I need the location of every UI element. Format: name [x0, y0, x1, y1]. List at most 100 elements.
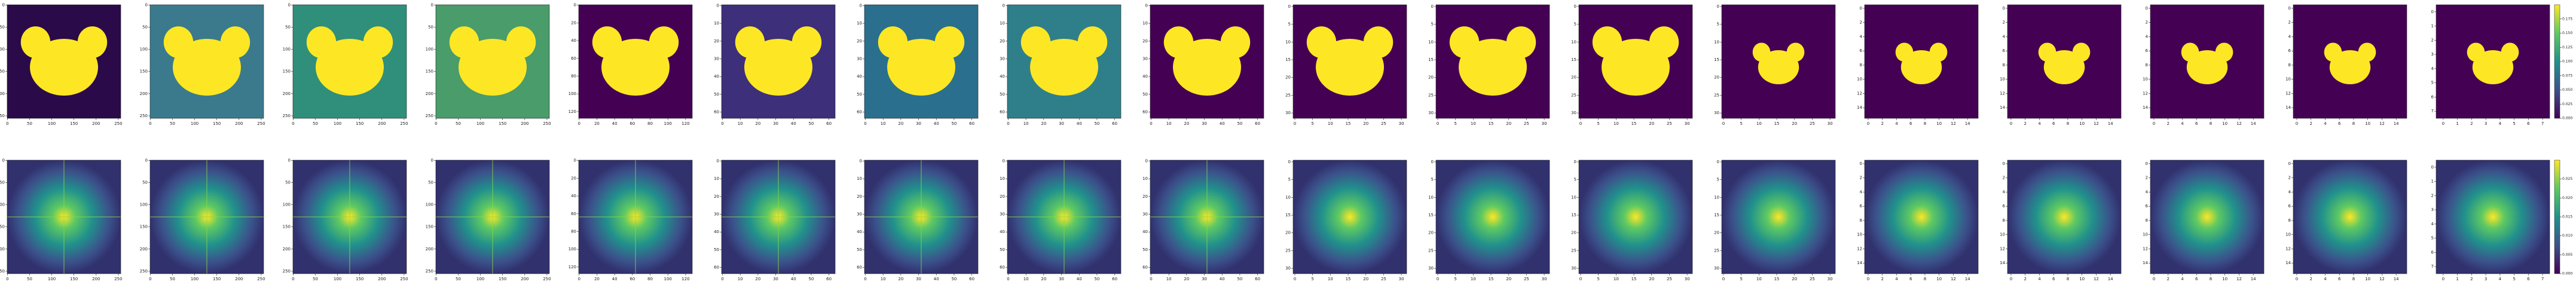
y-tick-label: 100 [283, 203, 291, 207]
x-tick-label: 12 [2094, 121, 2099, 126]
y-tick-label: 60 [1000, 265, 1005, 270]
y-tick-label: 30 [1714, 266, 1719, 271]
colorbar-tick-label: 0.050 [2562, 88, 2572, 92]
x-tick-label: 15 [1631, 277, 1637, 281]
x-tick-label: 40 [791, 121, 796, 126]
y-tick-label: 8 [1860, 218, 1862, 223]
y-tick-label: 6 [2146, 204, 2149, 209]
panel: 0 0 5 5 10 10 15 15 20 20 25 25 30 30 [1571, 4, 1693, 126]
image-shape [1449, 26, 1480, 59]
x-tick-label: 50 [808, 277, 814, 281]
x-tick-label: 10 [1936, 121, 1942, 126]
image [1436, 160, 1550, 274]
y-tick-label: 20 [1285, 231, 1291, 235]
panel: 0 0 5 5 10 10 15 15 20 20 25 25 30 30 [1285, 4, 1407, 126]
x-tick-label: 2 [1881, 121, 1883, 126]
y-tick-label: 20 [1285, 75, 1291, 80]
x-tick-label: 40 [1220, 121, 1225, 126]
y-tick-label: 5 [1431, 22, 1434, 27]
x-tick-label: 5 [1597, 121, 1599, 126]
axes-frame [2293, 4, 2407, 119]
image [1722, 160, 1835, 274]
y-tick-label: 12 [2000, 91, 2005, 96]
y-tick-label: 15 [1571, 57, 1576, 62]
x-tick-label: 7 [2541, 277, 2544, 281]
y-tick-label: 6 [2431, 250, 2434, 255]
y-tick-label: 60 [857, 110, 862, 115]
y-tick-label: 15 [1428, 213, 1434, 218]
image-shape [744, 39, 812, 96]
x-tick-label: 2 [2470, 277, 2473, 281]
y-tick-label: 50 [857, 247, 862, 252]
x-tick-label: 5 [1597, 277, 1599, 281]
y-tick-label: 30 [1285, 111, 1291, 115]
y-tick-label: 4 [2288, 189, 2291, 194]
x-tick-label: 30 [1828, 277, 1833, 281]
y-tick-label: 30 [1571, 111, 1576, 115]
x-tick-label: 0 [1150, 121, 1152, 126]
x-tick-label: 12 [2094, 277, 2099, 281]
axes-frame [435, 160, 550, 274]
x-tick-label: 100 [476, 277, 484, 281]
x-tick-label: 20 [594, 277, 600, 281]
y-tick-label: 40 [1000, 229, 1005, 234]
y-tick-label: 10 [1142, 176, 1148, 181]
y-tick-label: 0 [860, 158, 862, 163]
y-tick-label: 10 [1857, 232, 1862, 237]
panel: 0 0 2 2 4 4 6 6 8 8 10 10 12 12 14 14 [1857, 160, 1979, 281]
x-tick-label: 14 [2251, 121, 2256, 126]
x-tick-label: 100 [191, 277, 198, 281]
y-tick-label: 0 [288, 2, 291, 7]
x-tick-label: 0 [1007, 121, 1009, 126]
image-shape [363, 26, 393, 59]
colorbar [2554, 160, 2560, 274]
image-shape [77, 26, 108, 59]
y-tick-label: 100 [140, 47, 148, 52]
x-tick-label: 4 [2324, 121, 2327, 126]
image-shape [1649, 26, 1679, 59]
image-shape [1459, 39, 1527, 96]
x-tick-label: 0 [2442, 121, 2444, 126]
y-tick-label: 15 [1428, 57, 1434, 62]
x-tick-label: 0 [2296, 121, 2298, 126]
x-tick-label: 2 [2309, 277, 2312, 281]
panel: 0 0 5 5 10 10 15 15 20 20 25 25 30 30 [1714, 160, 1836, 281]
y-tick-label: 0 [2, 158, 5, 163]
x-tick-label: 10 [1756, 121, 1762, 126]
y-tick-label: 50 [1142, 92, 1148, 97]
x-tick-label: 10 [1023, 277, 1029, 281]
y-tick-label: 2 [2288, 176, 2291, 180]
x-tick-label: 0 [292, 277, 294, 281]
y-tick-label: 12 [2143, 246, 2148, 251]
y-tick-label: 7 [2431, 109, 2434, 114]
y-tick-label: 100 [0, 47, 5, 52]
x-tick-label: 250 [400, 121, 408, 126]
y-tick-label: 60 [1000, 110, 1005, 115]
y-tick-label: 12 [1857, 91, 1862, 96]
y-tick-label: 14 [2000, 261, 2005, 265]
x-tick-label: 40 [1220, 277, 1225, 281]
y-tick-label: 200 [0, 91, 5, 96]
x-tick-label: 60 [969, 277, 974, 281]
y-tick-label: 20 [714, 194, 719, 199]
x-tick-label: 0 [2010, 277, 2012, 281]
x-tick-label: 200 [521, 277, 528, 281]
x-tick-label: 60 [630, 121, 635, 126]
y-tick-label: 0 [2288, 6, 2291, 11]
y-tick-label: 4 [2146, 34, 2149, 39]
y-tick-label: 50 [428, 24, 433, 29]
y-tick-label: 10 [2285, 77, 2291, 82]
y-tick-label: 0 [1860, 6, 1862, 11]
y-tick-label: 15 [1714, 57, 1719, 62]
y-tick-label: 20 [857, 39, 862, 44]
y-tick-label: 50 [1000, 247, 1005, 252]
y-tick-label: 4 [2431, 222, 2434, 226]
y-tick-label: 50 [857, 92, 862, 97]
y-tick-label: 10 [714, 21, 719, 26]
y-tick-label: 20 [1571, 231, 1576, 235]
colorbar-tick-label: 0.000 [2562, 117, 2572, 121]
image-shape [887, 39, 955, 96]
y-tick-label: 250 [0, 269, 5, 274]
y-tick-label: 8 [2003, 63, 2005, 68]
y-tick-label: 100 [569, 247, 576, 252]
